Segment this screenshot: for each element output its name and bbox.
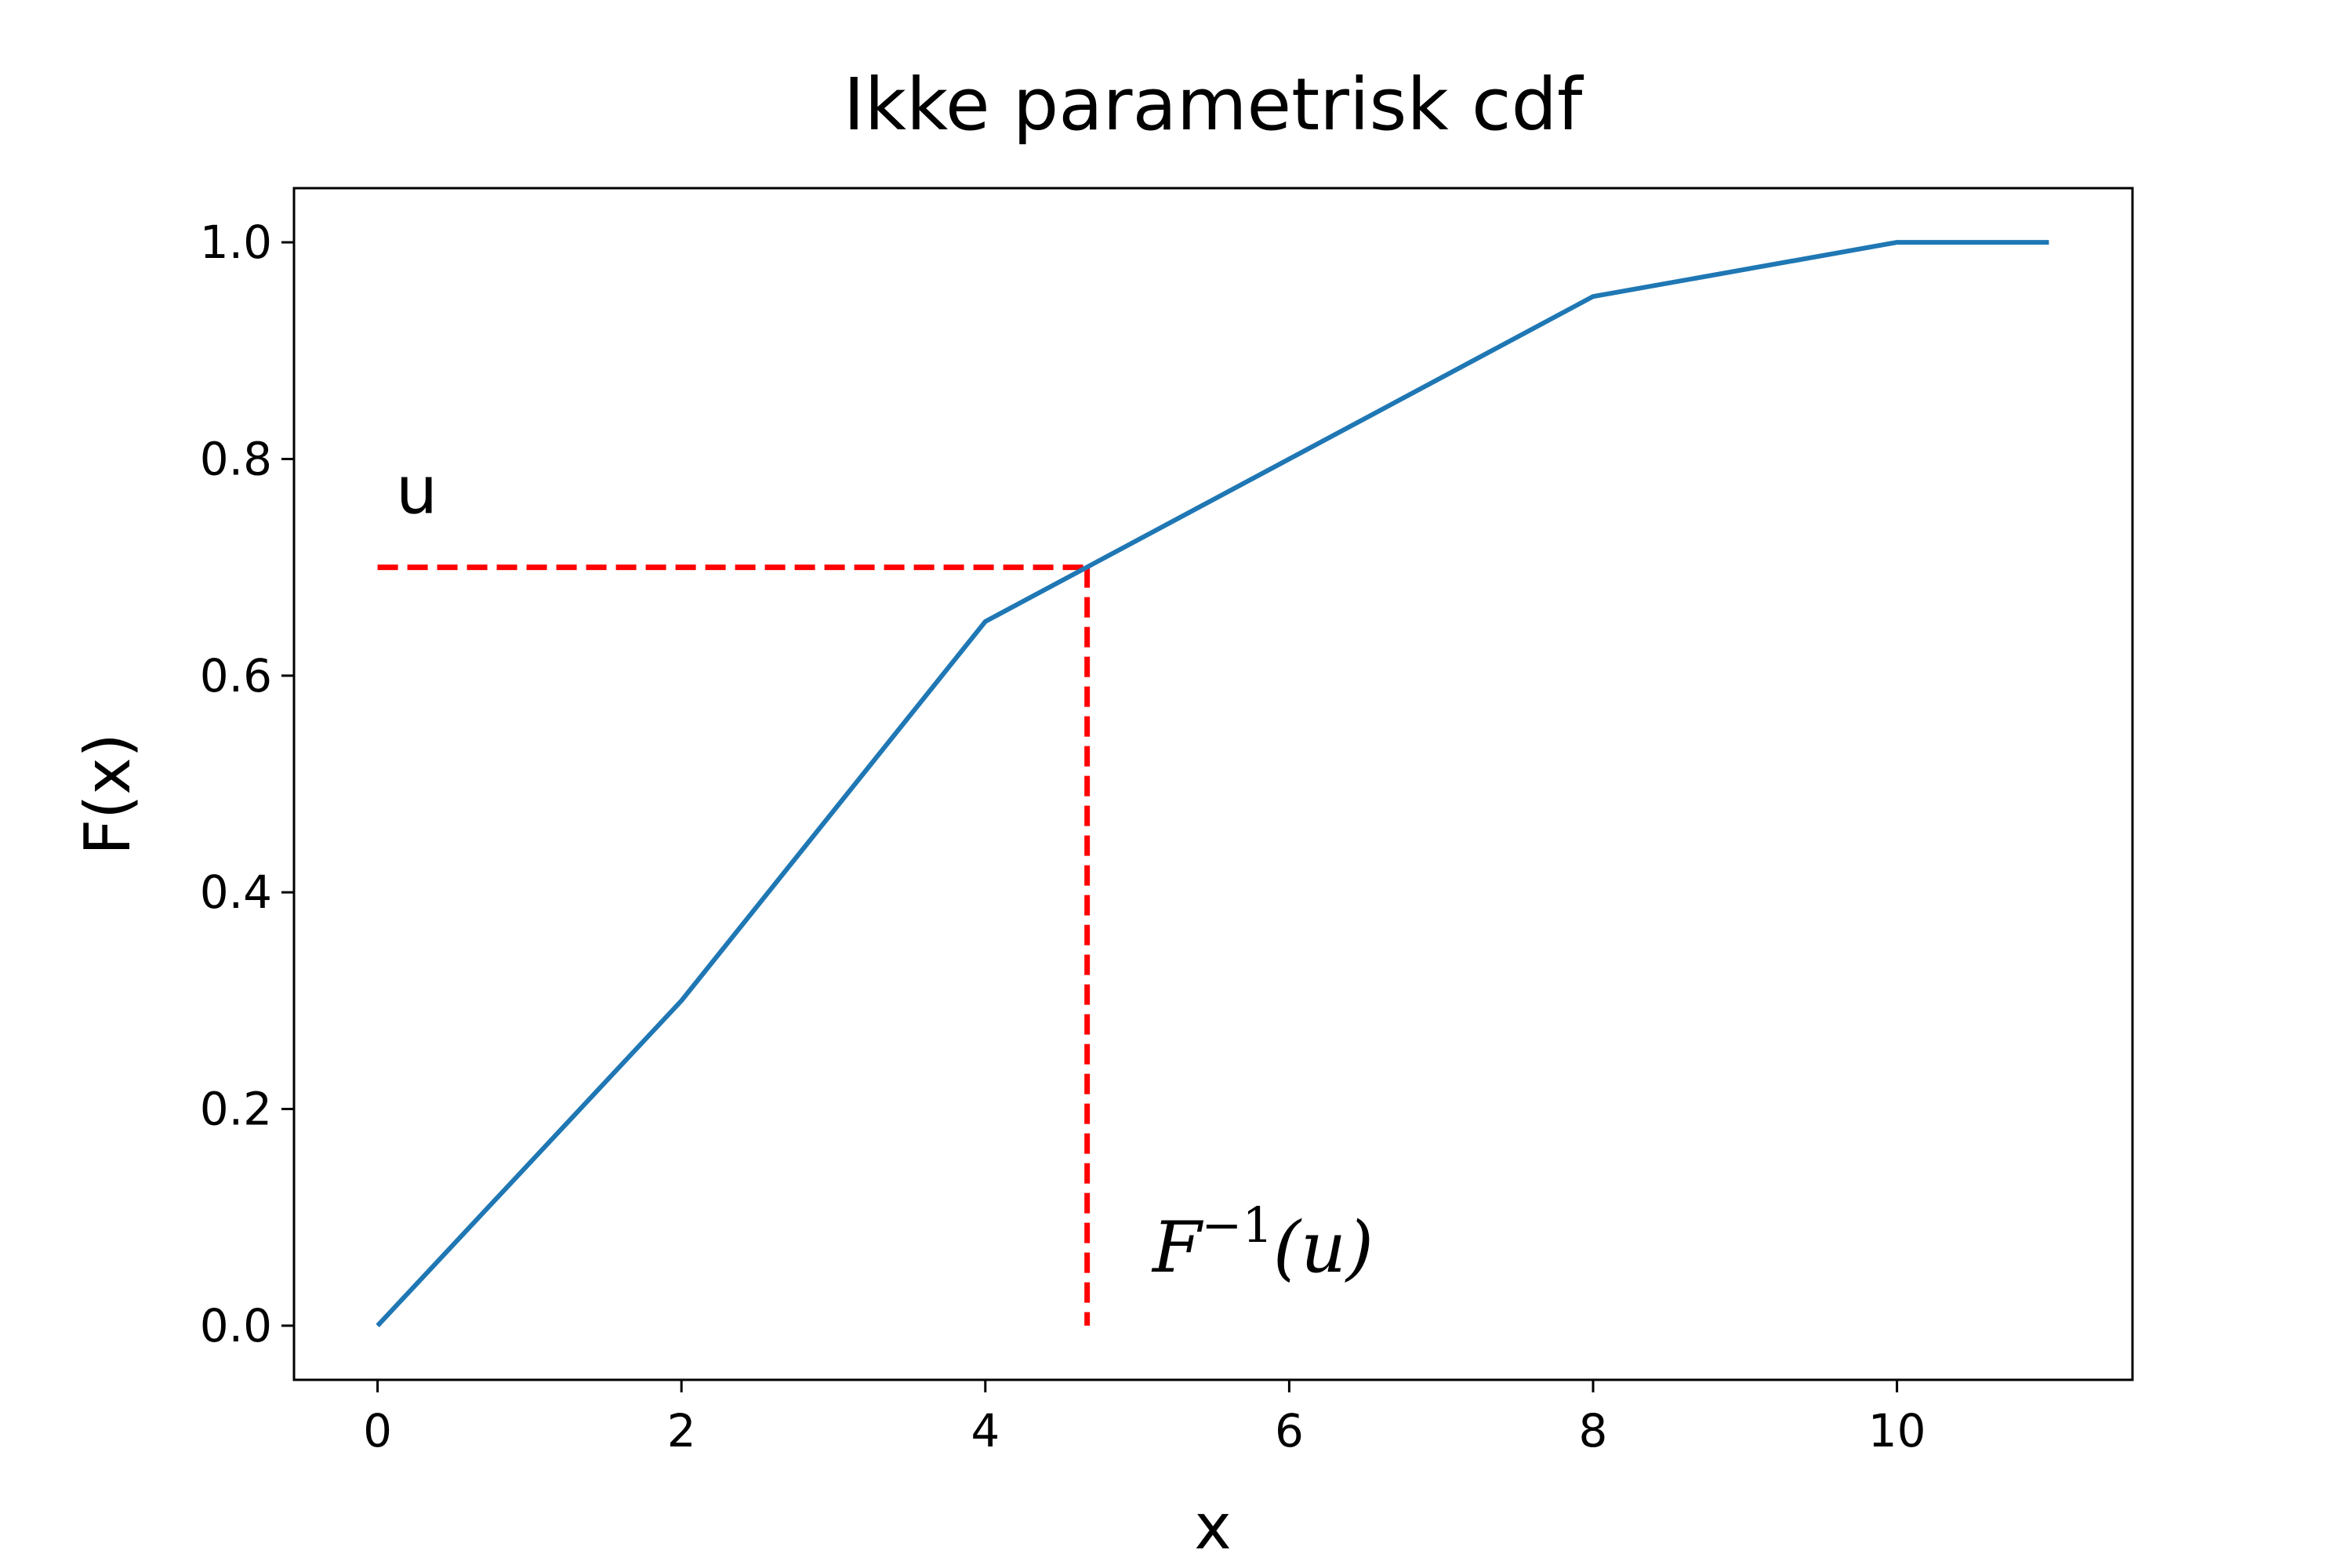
x-axis-label: x bbox=[1194, 1490, 1231, 1563]
x-tick-label: 0 bbox=[363, 1404, 392, 1457]
y-tick-label: 0.6 bbox=[200, 649, 272, 702]
x-tick-label: 8 bbox=[1579, 1404, 1608, 1457]
x-tick-label: 10 bbox=[1868, 1404, 1926, 1457]
y-axis-label: F(x) bbox=[71, 733, 144, 855]
annotation-inverse-argument: (u) bbox=[1273, 1207, 1374, 1289]
annotation-inverse-cdf: F−1(u) bbox=[1151, 1196, 1374, 1289]
x-tick-label: 4 bbox=[971, 1404, 1000, 1457]
annotations: u F−1(u) bbox=[396, 452, 1374, 1289]
x-tick-label: 6 bbox=[1275, 1404, 1304, 1457]
axes-frame bbox=[292, 187, 2134, 1381]
plot-area bbox=[376, 240, 2049, 1327]
annotation-u: u bbox=[396, 452, 437, 529]
y-tick-label: 1.0 bbox=[200, 216, 272, 269]
series-line-1 bbox=[376, 240, 2049, 1327]
y-tick-label: 0.8 bbox=[200, 432, 272, 485]
ticks: 0 2 4 6 8 10 0.0 0.2 0.4 0.6 0.8 1.0 bbox=[200, 216, 1926, 1457]
chart-title: Ikke parametrisk cdf bbox=[844, 63, 1584, 147]
annotation-inverse-base: F bbox=[1151, 1207, 1204, 1289]
x-tick-label: 2 bbox=[667, 1404, 696, 1457]
y-tick-label: 0.4 bbox=[200, 866, 272, 919]
y-tick-label: 0.2 bbox=[200, 1083, 272, 1136]
y-tick-label: 0.0 bbox=[200, 1299, 272, 1352]
annotation-inverse-superscript: −1 bbox=[1201, 1196, 1272, 1254]
